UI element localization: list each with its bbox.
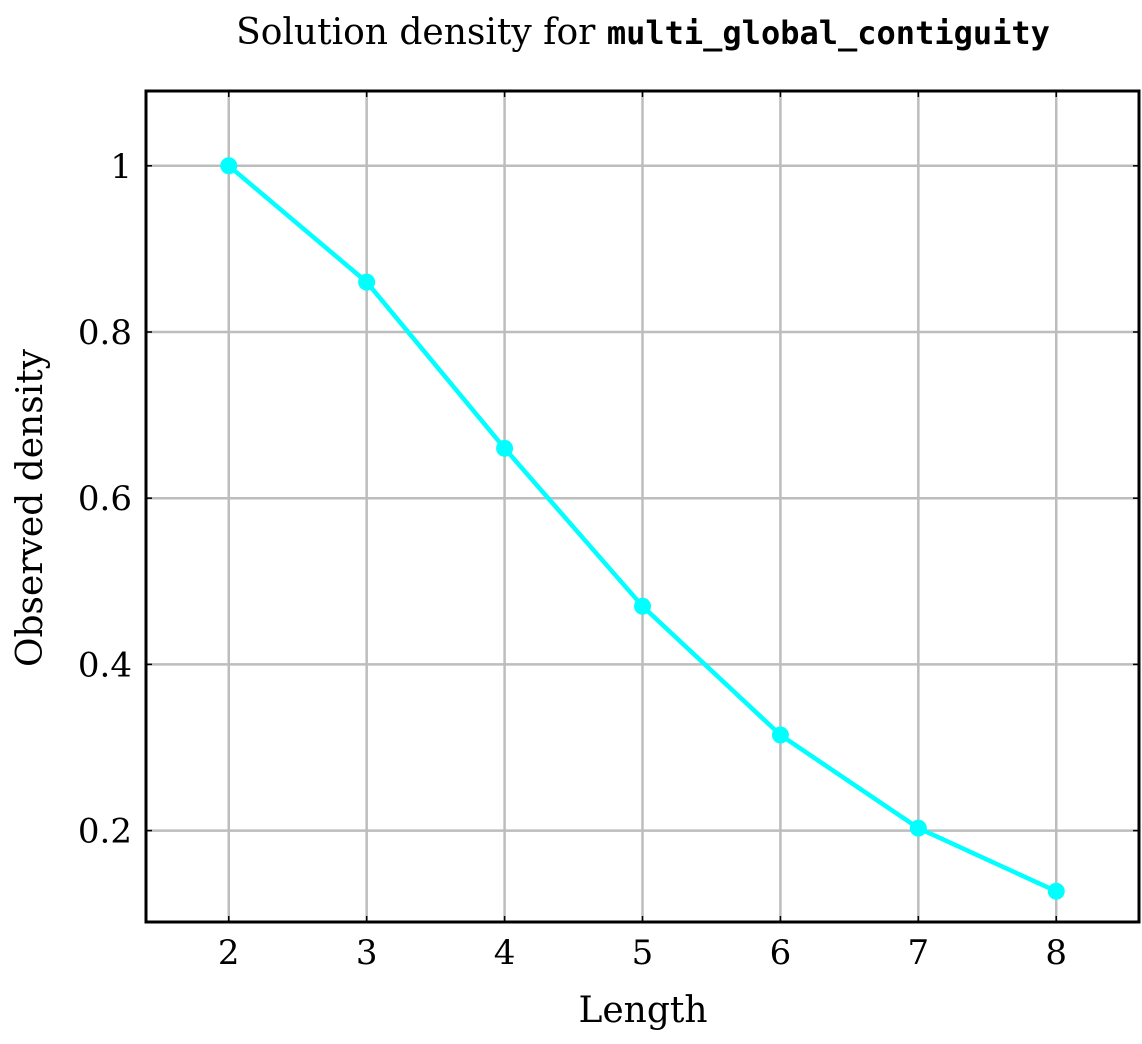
y-tick-label-1: 0.4: [78, 645, 132, 685]
data-point-0-3: [634, 597, 651, 615]
x-tick-label-8: 8: [1045, 933, 1067, 973]
x-tick-label-6: 6: [770, 933, 792, 973]
x-tick-label-3: 3: [356, 933, 378, 973]
data-point-0-6: [1047, 882, 1065, 900]
tick-layer: [146, 91, 1139, 922]
x-tick-label-7: 7: [908, 933, 930, 973]
x-tick-label-5: 5: [632, 933, 654, 973]
data-point-0-5: [909, 819, 927, 837]
x-axis-label: Length: [578, 990, 707, 1031]
chart-title: Solution density for multi_global_contig…: [236, 12, 1050, 53]
y-axis-label: Observed density: [10, 348, 51, 667]
data-point-0-2: [496, 439, 514, 457]
data-point-0-4: [771, 726, 789, 744]
data-point-0-0: [220, 157, 238, 175]
tick-label-layer: 2 3 4 5 6 7 8 0.2 0.4 0.6 0.8 1: [78, 147, 1067, 973]
data-point-0-1: [358, 273, 376, 291]
y-tick-label-3: 0.8: [78, 313, 132, 353]
plot-frame: [144, 89, 1141, 924]
series-layer: [220, 157, 1065, 900]
x-tick-label-2: 2: [218, 933, 240, 973]
x-tick-label-4: 4: [494, 933, 516, 973]
chart-title-prefix: Solution density for: [236, 12, 607, 53]
y-tick-label-2: 0.6: [78, 479, 132, 519]
grid-layer: [146, 91, 1139, 922]
chart-title-code: multi_global_contiguity: [607, 14, 1050, 52]
y-tick-label-4: 1: [110, 147, 132, 187]
y-tick-label-0: 0.2: [78, 812, 132, 852]
